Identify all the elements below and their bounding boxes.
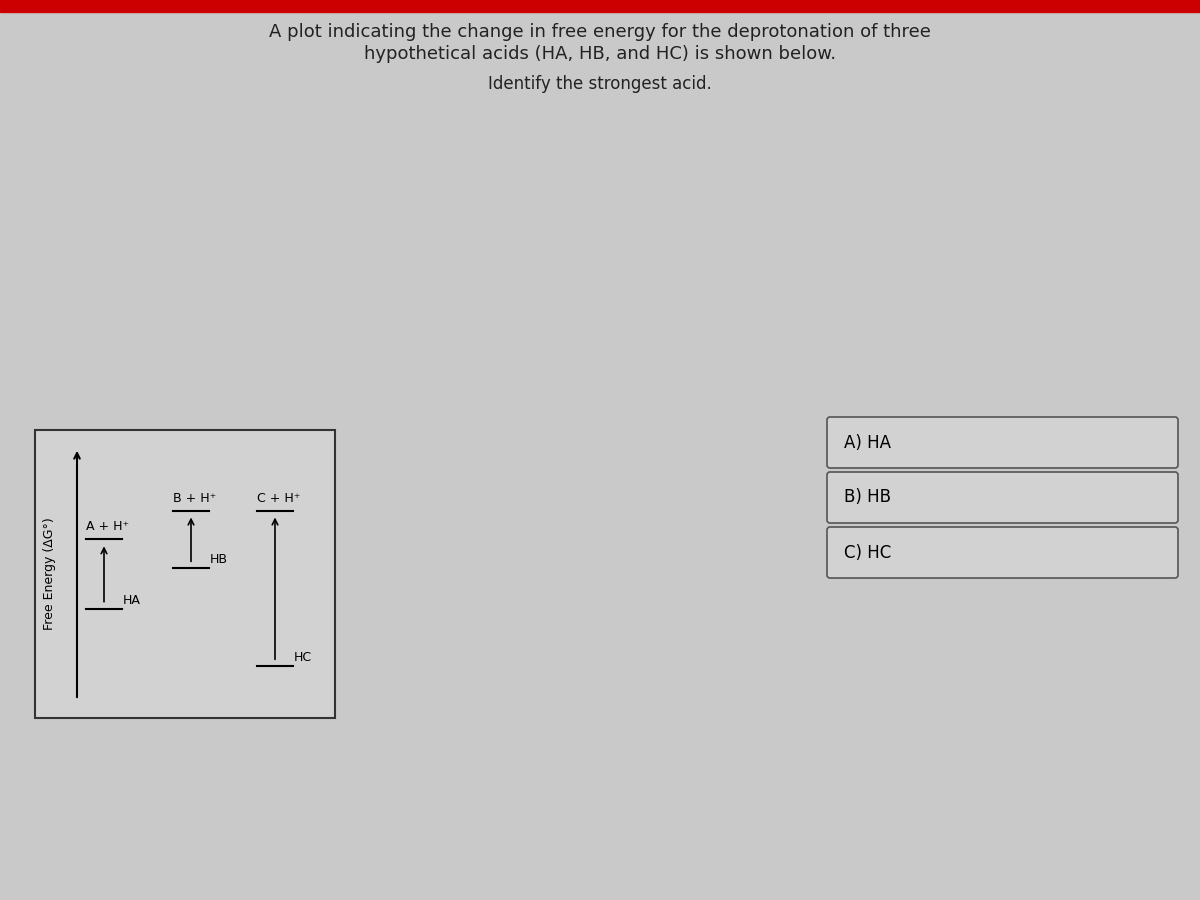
- FancyBboxPatch shape: [827, 472, 1178, 523]
- Bar: [0, 0, 1200, 12]
- Text: Free Energy (ΔG°): Free Energy (ΔG°): [42, 518, 55, 630]
- Text: A + H⁺: A + H⁺: [86, 520, 130, 534]
- Text: C + H⁺: C + H⁺: [257, 491, 300, 505]
- Text: A) HA: A) HA: [844, 434, 890, 452]
- Text: A plot indicating the change in free energy for the deprotonation of three: A plot indicating the change in free ene…: [269, 23, 931, 41]
- Text: B) HB: B) HB: [844, 489, 890, 507]
- Text: hypothetical acids (HA, HB, and HC) is shown below.: hypothetical acids (HA, HB, and HC) is s…: [364, 45, 836, 63]
- Bar: [35, 430, 335, 718]
- Text: HC: HC: [294, 652, 312, 664]
- Text: C) HC: C) HC: [844, 544, 892, 562]
- FancyBboxPatch shape: [827, 527, 1178, 578]
- FancyBboxPatch shape: [827, 417, 1178, 468]
- Text: Identify the strongest acid.: Identify the strongest acid.: [488, 75, 712, 93]
- Text: B + H⁺: B + H⁺: [173, 491, 216, 505]
- Text: HB: HB: [210, 554, 228, 566]
- Text: HA: HA: [124, 594, 140, 607]
